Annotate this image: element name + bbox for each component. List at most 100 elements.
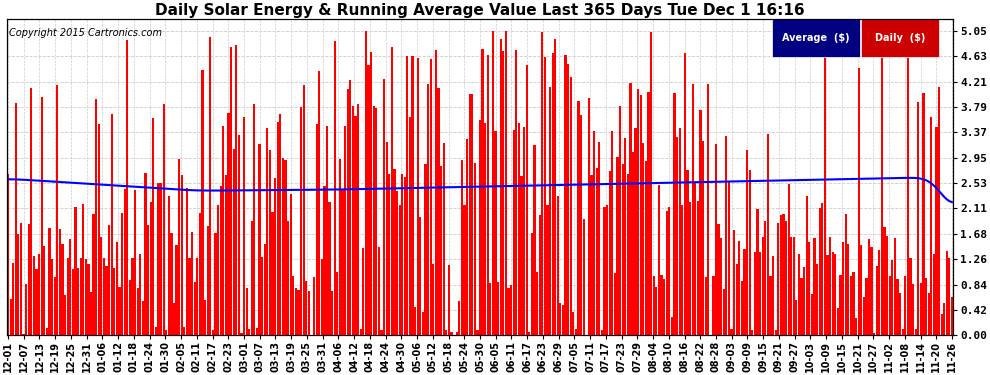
Bar xyxy=(290,194,292,335)
Bar xyxy=(657,185,660,335)
Bar xyxy=(931,117,933,335)
Bar xyxy=(556,196,559,335)
Bar xyxy=(736,264,738,335)
Bar xyxy=(632,152,635,335)
Bar xyxy=(98,124,100,335)
Bar xyxy=(502,51,505,335)
Bar xyxy=(811,294,813,335)
Bar xyxy=(899,293,901,335)
Bar xyxy=(157,183,159,335)
Bar xyxy=(487,55,489,335)
Bar xyxy=(119,286,121,335)
Bar xyxy=(295,288,297,335)
Bar xyxy=(313,277,315,335)
Bar xyxy=(564,56,566,335)
Text: Copyright 2015 Cartronics.com: Copyright 2015 Cartronics.com xyxy=(9,28,161,39)
Bar xyxy=(134,190,137,335)
Bar xyxy=(334,41,336,335)
Bar xyxy=(396,191,398,335)
Bar xyxy=(590,175,593,335)
Bar xyxy=(896,279,899,335)
Bar xyxy=(840,275,842,335)
Bar xyxy=(790,237,792,335)
Bar xyxy=(697,201,699,335)
Bar xyxy=(705,277,707,335)
Bar xyxy=(253,104,255,335)
Bar xyxy=(798,254,800,335)
Bar xyxy=(829,237,832,335)
Bar xyxy=(860,245,862,335)
Bar xyxy=(324,186,326,335)
Bar xyxy=(857,68,859,335)
Bar xyxy=(531,233,533,335)
Bar xyxy=(536,272,539,335)
Bar xyxy=(743,249,745,335)
Bar xyxy=(446,330,447,335)
Bar xyxy=(282,158,284,335)
Bar xyxy=(116,242,118,335)
Bar xyxy=(175,245,177,335)
Bar xyxy=(787,184,790,335)
Bar xyxy=(154,327,157,335)
Bar xyxy=(186,188,188,335)
Bar xyxy=(668,207,670,335)
Bar xyxy=(816,264,818,335)
Bar xyxy=(739,241,741,335)
Bar xyxy=(250,221,252,335)
Bar xyxy=(31,88,33,335)
Bar xyxy=(346,89,348,335)
Bar xyxy=(201,70,204,335)
Bar xyxy=(902,328,904,335)
Bar xyxy=(188,258,191,335)
Bar xyxy=(559,303,561,335)
Bar xyxy=(7,174,9,335)
Bar xyxy=(243,117,246,335)
Bar xyxy=(542,32,544,335)
Bar xyxy=(196,258,198,335)
Bar xyxy=(53,276,55,335)
Bar xyxy=(113,268,116,335)
Bar xyxy=(375,108,377,335)
Bar xyxy=(124,189,126,335)
Bar xyxy=(87,264,89,335)
Bar xyxy=(393,169,396,335)
Bar xyxy=(583,219,585,335)
Bar xyxy=(207,226,209,335)
Bar xyxy=(473,162,476,335)
Bar xyxy=(49,228,50,335)
Bar xyxy=(140,254,142,335)
Bar xyxy=(652,276,654,335)
Bar xyxy=(430,59,432,335)
Bar xyxy=(777,224,779,335)
Bar xyxy=(684,53,686,335)
Bar xyxy=(876,266,878,335)
Bar xyxy=(20,223,22,335)
Bar xyxy=(79,258,82,335)
Bar xyxy=(785,220,787,335)
Bar xyxy=(609,171,611,335)
Bar xyxy=(388,174,390,335)
Bar xyxy=(617,158,619,335)
FancyBboxPatch shape xyxy=(861,19,940,57)
Bar xyxy=(837,308,839,335)
Bar xyxy=(316,124,318,335)
Bar xyxy=(217,205,219,335)
Bar xyxy=(577,101,580,335)
Bar xyxy=(793,237,795,335)
Bar xyxy=(269,150,271,335)
Bar xyxy=(847,243,849,335)
Bar xyxy=(748,170,750,335)
Bar xyxy=(337,272,339,335)
Bar xyxy=(627,174,629,335)
Bar xyxy=(943,303,945,335)
Bar xyxy=(720,238,723,335)
Bar xyxy=(650,32,652,335)
Bar xyxy=(362,248,364,335)
Bar xyxy=(342,189,344,335)
Bar xyxy=(806,196,808,335)
Bar xyxy=(173,303,175,335)
Bar xyxy=(90,292,92,335)
Bar xyxy=(593,131,595,335)
Bar xyxy=(326,126,328,335)
Bar xyxy=(12,263,14,335)
